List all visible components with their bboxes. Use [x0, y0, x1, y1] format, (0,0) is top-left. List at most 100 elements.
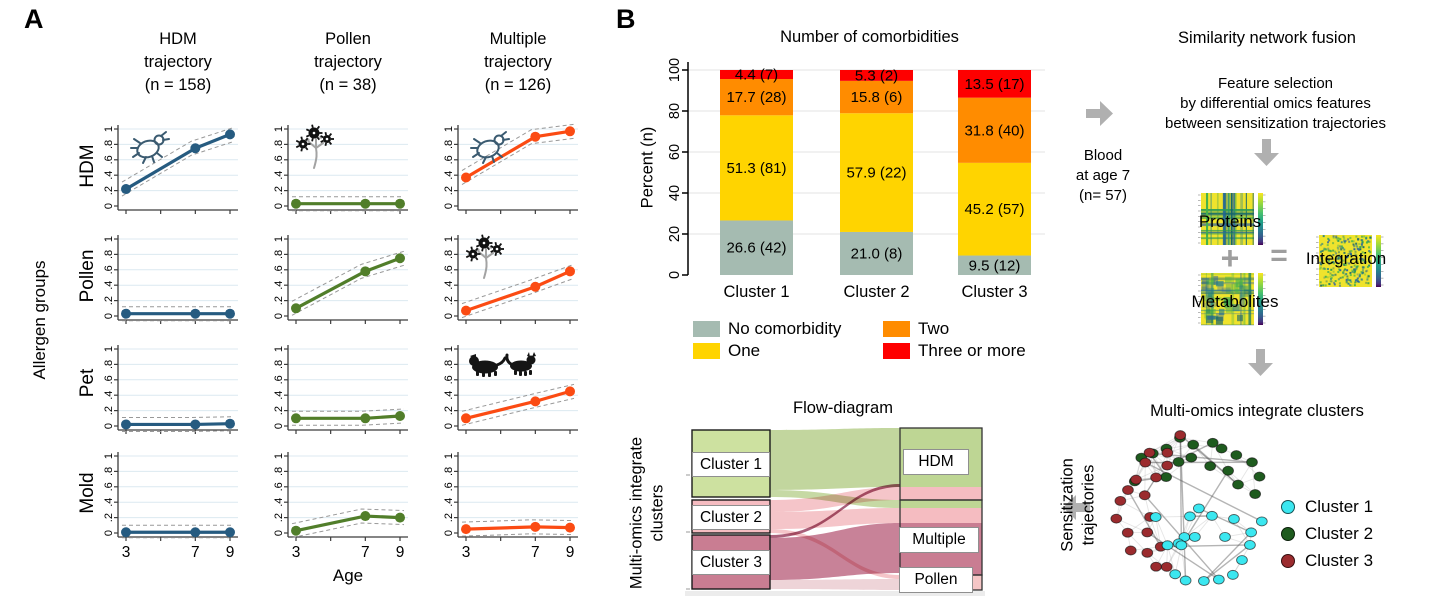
svg-text:.6: .6	[103, 375, 115, 384]
network-node	[1253, 471, 1266, 482]
network-node	[1160, 561, 1173, 572]
flow-node-cluster3: Cluster 3	[692, 550, 770, 575]
network-node	[1232, 479, 1244, 490]
network-node	[1141, 527, 1154, 538]
flow-right-axis-label: Sensitization trajectories	[1058, 458, 1098, 552]
legend-label: Three or more	[918, 341, 1026, 360]
network-legend-cluster1: Cluster 1	[1281, 497, 1373, 517]
subplot-pet-col2: 0 .2 .4 .6 .8 1	[443, 345, 578, 434]
network-node	[1179, 575, 1192, 586]
network-node	[1206, 437, 1219, 448]
feature-selection-text: Feature selection by differential omics …	[1165, 75, 1386, 132]
svg-text:.8: .8	[273, 467, 285, 476]
svg-text:.6: .6	[273, 482, 285, 491]
network-node	[1130, 474, 1142, 485]
svg-text:1: 1	[443, 453, 455, 459]
bar-segment	[840, 70, 913, 81]
bar-category-label: Cluster 1	[723, 283, 789, 301]
svg-text:.8: .8	[443, 250, 455, 259]
bar-segment	[958, 70, 1031, 98]
svg-text:9.5 (12): 9.5 (12)	[969, 257, 1021, 274]
svg-text:0: 0	[443, 530, 455, 536]
network-node	[1110, 513, 1123, 524]
svg-text:0: 0	[103, 313, 115, 319]
svg-text:.2: .2	[273, 406, 285, 415]
network-node	[1189, 532, 1201, 542]
svg-text:.6: .6	[273, 155, 285, 164]
svg-text:.4: .4	[273, 281, 285, 290]
svg-text:1: 1	[103, 126, 115, 132]
svg-text:.6: .6	[103, 155, 115, 164]
svg-text:0: 0	[103, 423, 115, 429]
svg-text:.6: .6	[443, 155, 455, 164]
svg-text:.8: .8	[103, 360, 115, 369]
svg-text:.4: .4	[273, 391, 285, 400]
network-title: Multi-omics integrate clusters	[1150, 402, 1364, 420]
metabolites-label: Metabolites	[1191, 292, 1279, 311]
subplot-pet-col1: 0 .2 .4 .6 .8 1	[273, 345, 408, 434]
network-node	[1121, 527, 1134, 538]
proteins-heatmap	[1198, 193, 1266, 245]
age-axis-label: Age	[332, 566, 364, 585]
subplot-hdm-col1: 0 .2 .4 .6 .8 1	[273, 125, 408, 214]
legend-item-one: One	[693, 341, 760, 361]
panel-a-label: A	[24, 4, 44, 34]
svg-text:7: 7	[361, 544, 370, 561]
svg-text:9: 9	[396, 544, 405, 561]
cluster3-dot-icon	[1281, 554, 1295, 568]
svg-text:.8: .8	[443, 140, 455, 149]
network-node	[1174, 430, 1187, 441]
svg-text:.4: .4	[443, 281, 455, 290]
svg-text:0: 0	[273, 203, 285, 209]
svg-text:9: 9	[566, 544, 575, 561]
svg-text:.4: .4	[443, 498, 455, 507]
svg-text:.6: .6	[443, 265, 455, 274]
svg-text:.8: .8	[443, 467, 455, 476]
svg-text:7: 7	[531, 544, 540, 561]
bar-segment	[840, 80, 913, 114]
subplot-mold-col0: 0 .2 .4 .6 .8 1 3 7 9	[103, 452, 238, 561]
blood-sample-text: Blood at age 7 (n= 57)	[1075, 147, 1131, 204]
network-node	[1249, 489, 1262, 500]
svg-text:100: 100	[667, 58, 683, 82]
network-node	[1161, 540, 1174, 551]
bar-segment	[958, 97, 1031, 163]
mite-icon	[470, 131, 510, 164]
svg-text:1: 1	[273, 236, 285, 242]
network-node	[1141, 547, 1154, 558]
arrow-down-icon	[1248, 349, 1273, 376]
subplot-pollen-col0: 0 .2 .4 .6 .8 1	[103, 235, 238, 324]
subplot-hdm-col0: 0 .2 .4 .6 .8 1	[103, 125, 238, 214]
svg-text:17.7 (28): 17.7 (28)	[726, 89, 786, 106]
svg-text:0: 0	[273, 530, 285, 536]
subplot-pet-col0: 0 .2 .4 .6 .8 1	[103, 345, 238, 434]
subplot-pollen-col2: 0 .2 .4 .6 .8 1	[443, 235, 578, 324]
svg-text:.6: .6	[103, 265, 115, 274]
flow-node-multiple: Multiple	[899, 527, 979, 553]
svg-text:.2: .2	[443, 406, 455, 415]
svg-text:.2: .2	[273, 186, 285, 195]
svg-text:1: 1	[103, 236, 115, 242]
svg-text:7: 7	[191, 544, 200, 561]
subplot-mold-col2: 0 .2 .4 .6 .8 1 3 7 9	[443, 452, 578, 561]
legend-label: One	[728, 341, 761, 360]
bar-segment	[958, 162, 1031, 256]
svg-text:60: 60	[667, 144, 683, 160]
flow-node-cluster2: Cluster 2	[692, 505, 770, 530]
svg-text:80: 80	[667, 103, 683, 119]
network-node	[1206, 510, 1218, 521]
network-node	[1193, 503, 1205, 514]
svg-text:.8: .8	[273, 140, 285, 149]
svg-text:5.3 (2): 5.3 (2)	[855, 67, 898, 84]
arrow-left-icon	[1063, 495, 1090, 520]
arrow-right-icon	[1086, 101, 1113, 126]
network-legend-label: Cluster 2	[1305, 524, 1374, 543]
subplot-hdm-col2: 0 .2 .4 .6 .8 1	[443, 123, 578, 214]
legend-label: Two	[918, 319, 950, 338]
network-node	[1114, 495, 1127, 506]
network-legend-label: Cluster 3	[1305, 551, 1374, 570]
svg-text:.4: .4	[443, 171, 455, 180]
svg-text:.2: .2	[273, 296, 285, 305]
svg-text:.2: .2	[273, 513, 285, 522]
